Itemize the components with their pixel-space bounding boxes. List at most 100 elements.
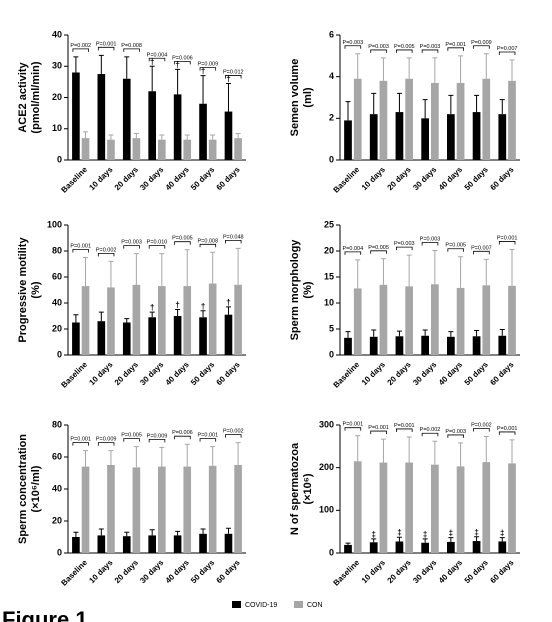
error-bar bbox=[345, 101, 351, 121]
p-value: P=0.003 bbox=[368, 44, 389, 50]
bar bbox=[447, 541, 455, 553]
x-tick-label: 30 days bbox=[138, 165, 166, 193]
x-tick-label: 60 days bbox=[215, 165, 243, 193]
legend-label: CON bbox=[307, 602, 323, 609]
p-value: P=0.008 bbox=[121, 43, 142, 49]
p-value: P=0.009 bbox=[147, 433, 168, 439]
bar bbox=[199, 103, 207, 160]
significance-marker: † bbox=[150, 57, 154, 66]
p-value: P=0.003 bbox=[445, 429, 466, 435]
bar bbox=[447, 336, 455, 355]
error-bar bbox=[396, 536, 402, 542]
x-tick-label: 40 days bbox=[437, 360, 465, 388]
error-bar bbox=[483, 53, 489, 79]
bar bbox=[344, 544, 352, 553]
error-bar bbox=[448, 537, 454, 542]
p-value: P=0.001 bbox=[70, 244, 91, 250]
bar bbox=[456, 287, 465, 355]
bar bbox=[431, 464, 439, 553]
x-tick-label: 60 days bbox=[215, 558, 243, 586]
legend-swatch bbox=[294, 601, 303, 608]
x-tick-label: 40 days bbox=[437, 558, 465, 586]
error-bar bbox=[396, 92, 402, 113]
x-tick-label: 20 days bbox=[113, 360, 141, 388]
error-bar bbox=[200, 310, 206, 318]
significance-marker: † bbox=[226, 298, 230, 307]
significance-marker: ‡ bbox=[397, 528, 401, 537]
y-tick-label: 40 bbox=[52, 297, 62, 307]
bar bbox=[208, 139, 217, 160]
p-bracket bbox=[498, 431, 516, 435]
y-tick-label: 0 bbox=[329, 547, 334, 557]
x-tick-label: 40 days bbox=[164, 558, 192, 586]
bar bbox=[344, 337, 352, 355]
x-tick-label: 10 days bbox=[87, 558, 115, 586]
error-bar bbox=[73, 314, 79, 323]
bar bbox=[158, 286, 166, 355]
legend-swatch bbox=[232, 601, 241, 608]
y-axis-label: Semen volume bbox=[289, 59, 301, 137]
p-bracket bbox=[174, 435, 191, 440]
p-value: P=0.005 bbox=[121, 433, 142, 439]
y-tick-label: 10 bbox=[52, 123, 62, 133]
bar bbox=[208, 283, 217, 355]
error-bar bbox=[225, 306, 231, 315]
bar bbox=[344, 120, 352, 160]
p-bracket bbox=[97, 253, 115, 257]
significance-marker: † bbox=[175, 301, 179, 310]
bar bbox=[369, 336, 378, 355]
error-bar bbox=[499, 537, 505, 542]
p-bracket bbox=[498, 241, 516, 245]
p-value: P=0.006 bbox=[172, 55, 193, 61]
x-tick-label: 20 days bbox=[113, 165, 141, 193]
p-bracket bbox=[396, 246, 413, 251]
p-bracket bbox=[344, 251, 362, 255]
p-value: P=0.005 bbox=[394, 44, 415, 50]
error-bar bbox=[380, 57, 386, 81]
p-value: P=0.001 bbox=[497, 235, 518, 241]
x-tick-label: 60 days bbox=[215, 360, 243, 388]
error-bar bbox=[458, 256, 464, 288]
bar bbox=[421, 118, 429, 160]
y-axis-label: (×10⁶/ml) bbox=[30, 465, 42, 512]
bar bbox=[107, 465, 115, 553]
x-tick-label: 60 days bbox=[488, 165, 516, 193]
error-bar bbox=[149, 65, 155, 92]
p-value: P=0.005 bbox=[172, 236, 193, 242]
x-tick-label: Baseline bbox=[59, 165, 89, 195]
p-value: P=0.003 bbox=[420, 44, 441, 50]
error-bar bbox=[184, 134, 190, 140]
bar bbox=[183, 466, 192, 553]
error-bar bbox=[499, 99, 505, 115]
error-bar bbox=[73, 531, 79, 537]
error-bar bbox=[108, 260, 114, 288]
error-bar bbox=[406, 57, 412, 79]
error-bar bbox=[108, 450, 114, 465]
bar bbox=[405, 286, 413, 355]
error-bar bbox=[184, 249, 190, 287]
p-bracket bbox=[473, 250, 490, 255]
significance-marker: † bbox=[201, 302, 205, 311]
p-bracket bbox=[225, 240, 242, 244]
bar bbox=[97, 74, 106, 160]
y-tick-label: 20 bbox=[324, 245, 334, 255]
p-bracket bbox=[370, 49, 387, 53]
bar bbox=[224, 533, 233, 553]
bar bbox=[395, 112, 404, 160]
error-bar bbox=[210, 446, 216, 466]
bar bbox=[395, 336, 404, 355]
bar bbox=[508, 463, 516, 553]
x-tick-label: Baseline bbox=[59, 558, 89, 588]
significance-marker: † bbox=[150, 303, 154, 312]
bar bbox=[148, 91, 156, 160]
y-tick-label: 0 bbox=[57, 154, 62, 164]
x-tick-label: 20 days bbox=[386, 360, 414, 388]
significance-marker: † bbox=[175, 60, 179, 69]
error-bar bbox=[133, 446, 139, 468]
bar bbox=[97, 321, 106, 355]
x-tick-label: 20 days bbox=[113, 558, 141, 586]
p-bracket bbox=[225, 75, 242, 79]
bar bbox=[234, 284, 242, 355]
p-bracket bbox=[199, 243, 217, 248]
p-value: P=0.001 bbox=[70, 437, 91, 443]
